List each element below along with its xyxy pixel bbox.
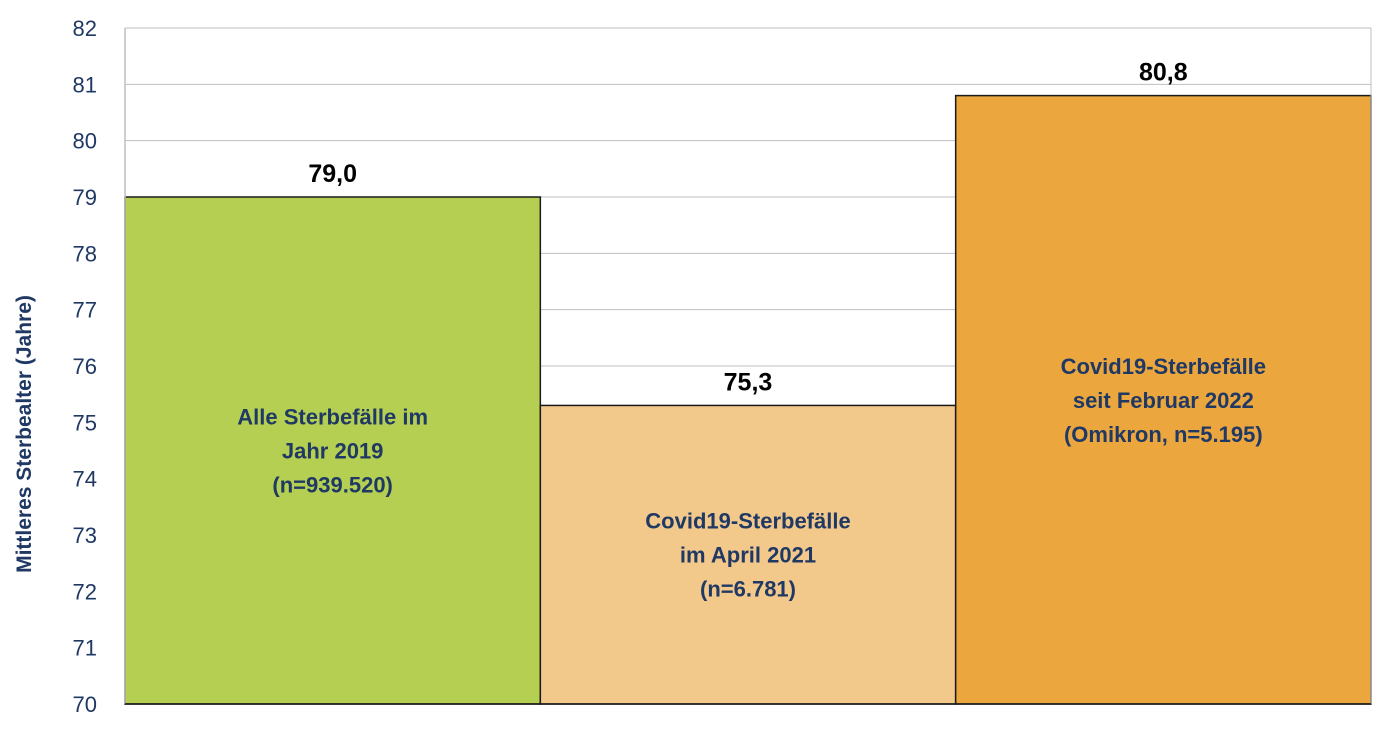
y-tick-label: 71: [73, 636, 97, 661]
bar-category-label: Alle Sterbefälle im: [237, 405, 428, 430]
y-tick-label: 82: [73, 16, 97, 41]
bar-value-label: 80,8: [1139, 59, 1188, 87]
y-tick-label: 77: [73, 298, 97, 323]
bar-labels: 79,0 Alle Sterbefälle im Jahr 2019 (n=939.5…: [237, 59, 1266, 602]
y-tick-label: 81: [73, 72, 97, 97]
bar-category-label: im April 2021: [680, 543, 816, 568]
y-tick-label: 75: [73, 410, 97, 435]
bar-category-label: (n=6.781): [700, 577, 796, 602]
y-tick-label: 70: [73, 692, 97, 717]
plot-frame: [124, 27, 1372, 705]
y-tick-label: 76: [73, 354, 97, 379]
y-tick-labels: 70 71 72 73 74 75 76 77 78 79 80 81 82: [73, 16, 97, 717]
bar-category-label: (Omikron, n=5.195): [1064, 422, 1263, 447]
y-tick-label: 74: [73, 467, 97, 492]
bar-category-label: Covid19-Sterbefälle: [1061, 354, 1266, 379]
y-tick-label: 78: [73, 241, 97, 266]
y-tick-label: 79: [73, 185, 97, 210]
y-tick-label: 73: [73, 523, 97, 548]
bar-value-label: 75,3: [724, 368, 773, 396]
bar-category-label: Jahr 2019: [282, 439, 384, 464]
bar-value-label: 79,0: [308, 160, 357, 188]
bar: [124, 196, 542, 705]
bar-category-label: (n=939.520): [272, 473, 392, 498]
bar-category-label: seit Februar 2022: [1073, 388, 1254, 413]
y-tick-label: 80: [73, 129, 97, 154]
bar-category-label: Covid19-Sterbefälle: [645, 509, 850, 534]
y-tick-label: 72: [73, 579, 97, 604]
bars: [124, 94, 1372, 705]
y-axis-label: Mittleres Sterbealter (Jahre): [13, 295, 36, 573]
bar: [539, 404, 957, 705]
bar: [954, 94, 1372, 705]
